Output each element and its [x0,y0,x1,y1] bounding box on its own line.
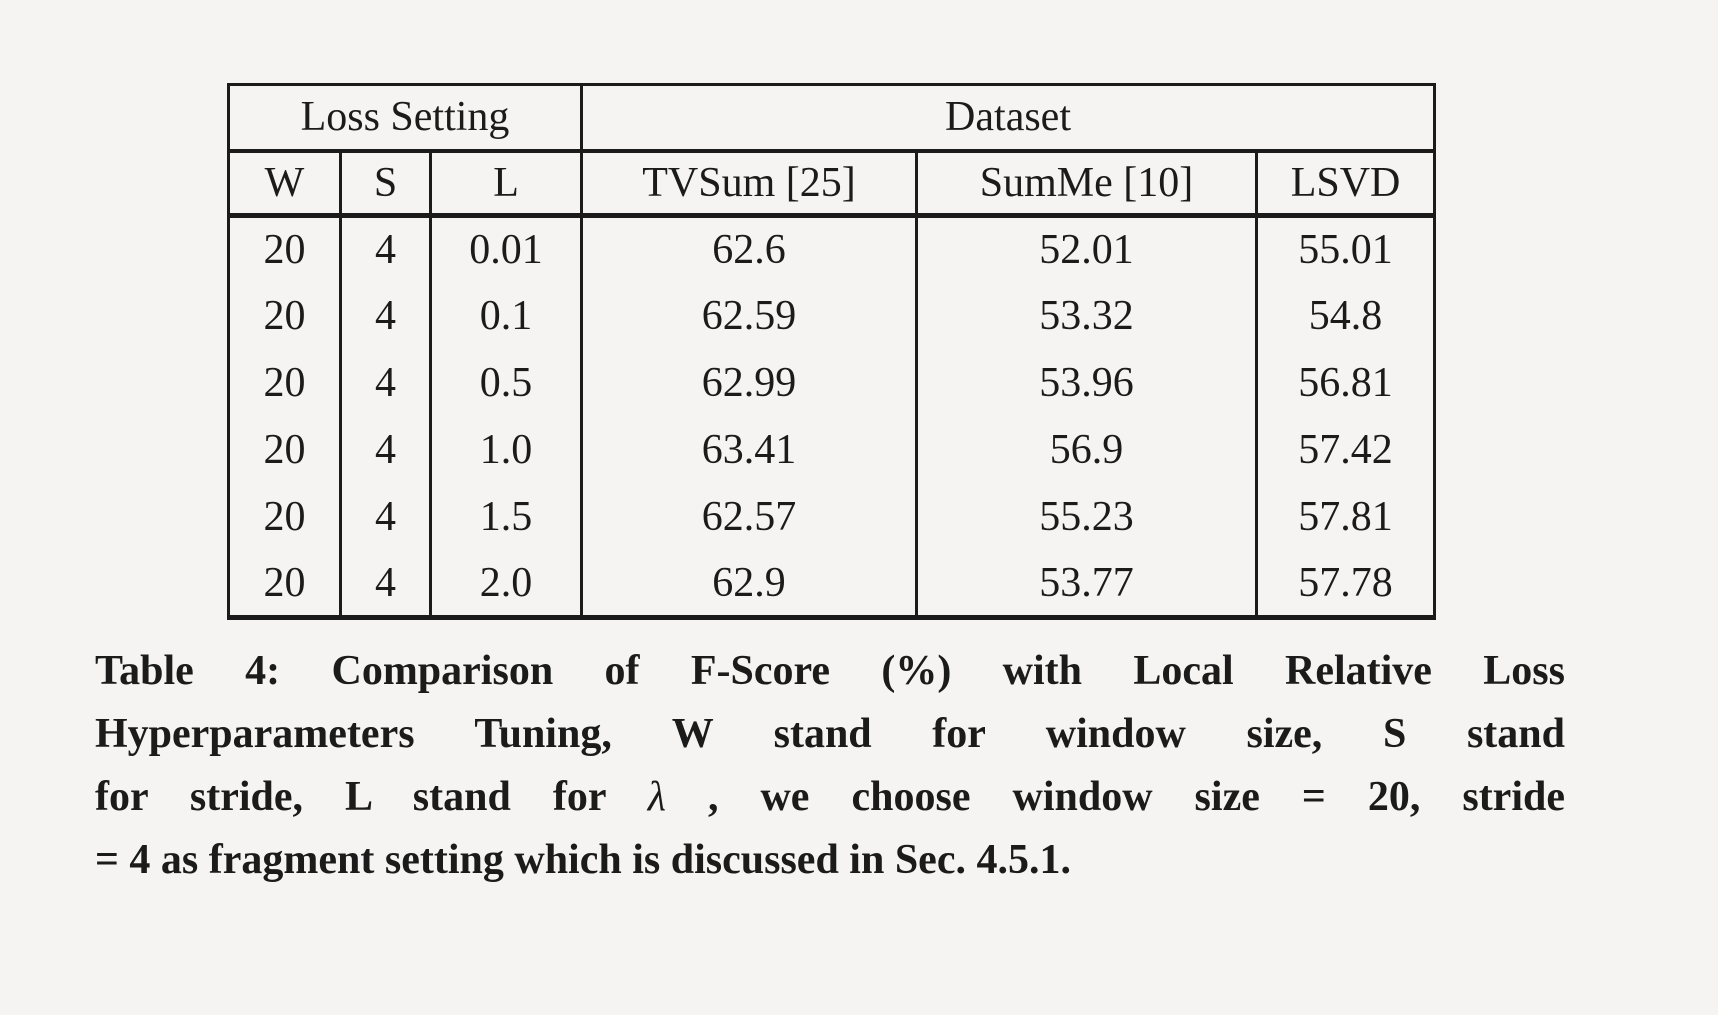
table-row: 20 4 2.0 62.9 53.77 57.78 [229,550,1435,618]
table-cell: 57.42 [1255,416,1435,484]
caption-text: Hyperparameters Tuning, W stand for wind… [95,711,1565,757]
table-cell: 53.96 [915,349,1257,417]
table-row: 20 4 0.01 62.6 52.01 55.01 [229,215,1435,283]
table-cell: 56.9 [915,416,1257,484]
table-cell: 4 [339,550,431,618]
table-row: 20 4 1.5 62.57 55.23 57.81 [229,483,1435,551]
table-cell: 20 [263,293,306,339]
table-caption: Table 4: Comparison of F-Score (%) with … [95,640,1565,892]
table-cell: 1.5 [428,483,582,551]
table-cell: 53.77 [915,550,1257,618]
table-cell: 1.0 [428,416,582,484]
table-cell: 4 [339,349,431,417]
caption-text: , we choose window size = 20, stride [665,774,1565,820]
table-cell: 57.81 [1255,483,1435,551]
table-row: 20 4 0.5 62.99 53.96 56.81 [229,349,1435,417]
table-cell: 55.23 [915,483,1257,551]
table-cell: 4 [339,282,431,350]
table-row: 20 4 0.1 62.59 53.32 54.8 [229,282,1435,350]
group-header-loss-setting: Loss Setting [228,84,582,153]
caption-line: Table 4: Comparison of F-Score (%) with … [95,640,1565,703]
table-cell: 52.01 [915,215,1257,283]
table-cell: 0.5 [428,349,582,417]
table-cell: 62.9 [580,550,917,618]
table-cell: 53.32 [915,282,1257,350]
table-cell: 56.81 [1255,349,1435,417]
results-table: Loss Setting Dataset W S L TVSum [25] Su… [227,83,1437,620]
table-row: 20 4 1.0 63.41 56.9 57.42 [229,416,1435,484]
table-cell: 57.78 [1255,550,1435,618]
table-cell: 20 [263,494,306,540]
table-cell: 4 [339,416,431,484]
table-cell: 62.57 [580,483,917,551]
caption-text: = 4 as fragment setting which is discuss… [95,837,1071,883]
caption-line: Hyperparameters Tuning, W stand for wind… [95,703,1565,766]
group-header-dataset: Dataset [580,84,1435,153]
caption-line: = 4 as fragment setting which is discuss… [95,829,1565,892]
column-header-w: W [228,150,341,218]
caption-text: Table 4: Comparison of F-Score (%) with … [95,648,1565,694]
table-cell: 20 [263,227,306,274]
table-cell: 0.01 [428,215,582,283]
table-cell: 62.99 [580,349,917,417]
table-cell: 4 [339,215,431,283]
column-header-s: S [339,150,431,218]
table-cell: 20 [263,427,306,473]
table-cell: 62.59 [580,282,917,350]
lambda-symbol: λ [647,774,666,820]
table-cell: 4 [339,483,431,551]
table-cell: 20 [263,360,306,406]
table-cell: 55.01 [1255,215,1435,283]
table-cell: 2.0 [428,550,582,618]
table-cell: 62.6 [580,215,917,283]
column-header-summe: SumMe [10] [915,150,1257,218]
caption-text: for stride, L stand for [95,774,648,820]
group-header-row: Loss Setting Dataset [228,84,1435,153]
table-cell: 20 [263,559,306,606]
table-cell: 0.1 [428,282,582,350]
table-cell: 63.41 [580,416,917,484]
table-cell: 54.8 [1255,282,1435,350]
column-header-tvsum: TVSum [25] [580,150,917,218]
caption-line: for stride, L stand for λ , we choose wi… [95,766,1565,829]
column-header-row: W S L TVSum [25] SumMe [10] LSVD [228,150,1435,218]
column-header-lsvd: LSVD [1255,150,1435,218]
column-header-l: L [428,150,582,218]
